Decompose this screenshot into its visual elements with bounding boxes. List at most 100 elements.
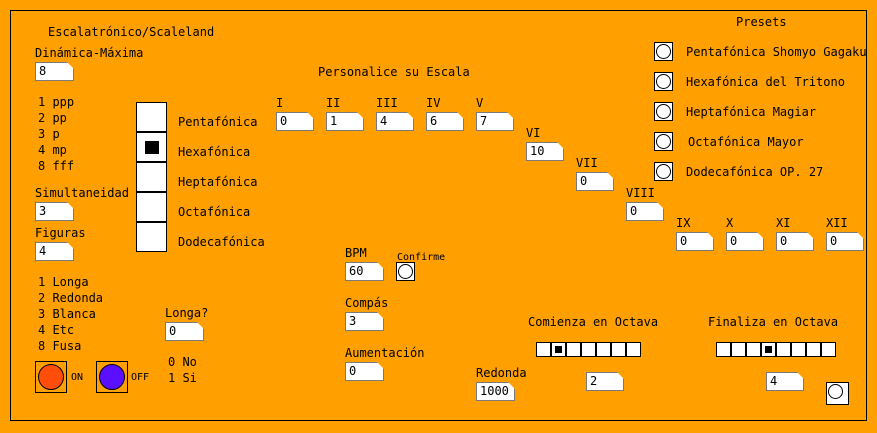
- octave-cell[interactable]: [776, 342, 791, 357]
- aumentacion-label: Aumentación: [345, 346, 425, 360]
- aumentacion-input[interactable]: 0: [345, 362, 384, 381]
- dinamica-option: 8 fff: [38, 159, 75, 173]
- preset-radio[interactable]: [654, 132, 673, 151]
- degree-input[interactable]: 6: [426, 112, 464, 131]
- app-title: Escalatrónico/Scaleland: [48, 25, 215, 39]
- finaliza-input[interactable]: 4: [766, 372, 804, 391]
- degree-label: XI: [776, 216, 791, 230]
- scale-type-label: Heptafónica: [178, 175, 258, 189]
- custom-scale-title: Personalice su Escala: [318, 65, 470, 79]
- scale-type-label: Dodecafónica: [178, 235, 265, 249]
- redonda-input[interactable]: 1000: [476, 382, 515, 401]
- octave-cell[interactable]: [821, 342, 836, 357]
- preset-label: Dodecafónica OP. 27: [686, 165, 824, 179]
- longa-option: 0 No: [168, 355, 197, 369]
- longa-input[interactable]: 0: [165, 322, 204, 341]
- degree-input[interactable]: 0: [276, 112, 314, 131]
- degree-input[interactable]: 10: [526, 142, 564, 161]
- preset-radio[interactable]: [654, 42, 673, 61]
- octave-cell[interactable]: [746, 342, 761, 357]
- bpm-label: BPM: [345, 246, 367, 260]
- figuras-option: 2 Redonda: [38, 291, 104, 305]
- preset-radio[interactable]: [654, 72, 673, 91]
- octave-cell[interactable]: [536, 342, 551, 357]
- scale-type-cell[interactable]: [136, 102, 167, 132]
- dinamica-option: 4 mp: [38, 143, 67, 157]
- presets-title: Presets: [736, 15, 787, 29]
- degree-input[interactable]: 0: [776, 232, 814, 251]
- preset-label: Hexafónica del Tritono: [686, 75, 845, 89]
- dinamica-input[interactable]: 8: [35, 62, 74, 81]
- figuras-option: 3 Blanca: [38, 307, 96, 321]
- degree-input[interactable]: 1: [326, 112, 364, 131]
- start-button[interactable]: [826, 382, 849, 405]
- octave-cell[interactable]: [731, 342, 746, 357]
- scale-type-cell[interactable]: [136, 162, 167, 192]
- degree-input[interactable]: 4: [376, 112, 414, 131]
- longa-label: Longa?: [165, 306, 209, 320]
- octave-cell[interactable]: [581, 342, 596, 357]
- degree-label: II: [326, 96, 341, 110]
- comienza-label: Comienza en Octava: [528, 315, 659, 329]
- compas-input[interactable]: 3: [345, 312, 384, 331]
- degree-input[interactable]: 7: [476, 112, 514, 131]
- degree-label: III: [376, 96, 398, 110]
- octave-cell[interactable]: [611, 342, 626, 357]
- finaliza-label: Finaliza en Octava: [708, 315, 839, 329]
- bpm-input[interactable]: 60: [345, 262, 384, 281]
- octave-cell[interactable]: [761, 342, 776, 357]
- scale-type-label: Pentafónica: [178, 115, 258, 129]
- scale-type-cell[interactable]: [136, 222, 167, 252]
- preset-radio[interactable]: [654, 102, 673, 121]
- octave-cell[interactable]: [596, 342, 611, 357]
- degree-input[interactable]: 0: [676, 232, 714, 251]
- redonda-label: Redonda: [476, 366, 527, 380]
- octave-cell[interactable]: [551, 342, 566, 357]
- scale-type-label: Octafónica: [178, 205, 251, 219]
- simultaneidad-input[interactable]: 3: [35, 202, 74, 221]
- degree-label: VIII: [626, 186, 655, 200]
- degree-input[interactable]: 0: [726, 232, 764, 251]
- figuras-input[interactable]: 4: [35, 242, 74, 261]
- longa-option: 1 Si: [168, 371, 197, 385]
- scale-type-cell[interactable]: [136, 192, 167, 222]
- octave-cell[interactable]: [566, 342, 581, 357]
- octave-cell[interactable]: [791, 342, 806, 357]
- on-label: ON: [71, 372, 84, 383]
- degree-label: XII: [826, 216, 848, 230]
- on-toggle[interactable]: [35, 361, 67, 393]
- octave-cell[interactable]: [806, 342, 821, 357]
- comienza-input[interactable]: 2: [586, 372, 624, 391]
- preset-label: Octafónica Mayor: [688, 135, 804, 149]
- off-toggle[interactable]: [96, 361, 128, 393]
- preset-label: Pentafónica Shomyo Gagaku: [686, 45, 867, 59]
- octave-cell[interactable]: [716, 342, 731, 357]
- degree-label: IX: [676, 216, 691, 230]
- confirm-label: Confirme: [397, 252, 446, 263]
- off-indicator-icon: [99, 364, 125, 390]
- dinamica-option: 2 pp: [38, 111, 67, 125]
- degree-input[interactable]: 0: [576, 172, 614, 191]
- figuras-option: 1 Longa: [38, 275, 89, 289]
- degree-input[interactable]: 0: [626, 202, 664, 221]
- off-label: OFF: [131, 372, 150, 383]
- dinamica-label: Dinámica-Máxima: [35, 46, 144, 60]
- preset-label: Heptafónica Magiar: [686, 105, 817, 119]
- preset-radio[interactable]: [654, 162, 673, 181]
- degree-label: VI: [526, 126, 541, 140]
- figuras-option: 8 Fusa: [38, 339, 82, 353]
- confirm-button[interactable]: [396, 262, 415, 281]
- scale-type-label: Hexafónica: [178, 145, 251, 159]
- degree-input[interactable]: 0: [826, 232, 864, 251]
- degree-label: V: [476, 96, 484, 110]
- degree-label: VII: [576, 156, 598, 170]
- simultaneidad-label: Simultaneidad: [35, 186, 129, 200]
- on-indicator-icon: [38, 364, 64, 390]
- octave-cell[interactable]: [626, 342, 641, 357]
- figuras-label: Figuras: [35, 226, 86, 240]
- selected-marker-icon: [145, 141, 159, 154]
- dinamica-option: 1 ppp: [38, 95, 75, 109]
- degree-label: X: [726, 216, 734, 230]
- selected-marker-icon: [555, 346, 562, 353]
- scale-type-cell[interactable]: [136, 132, 167, 162]
